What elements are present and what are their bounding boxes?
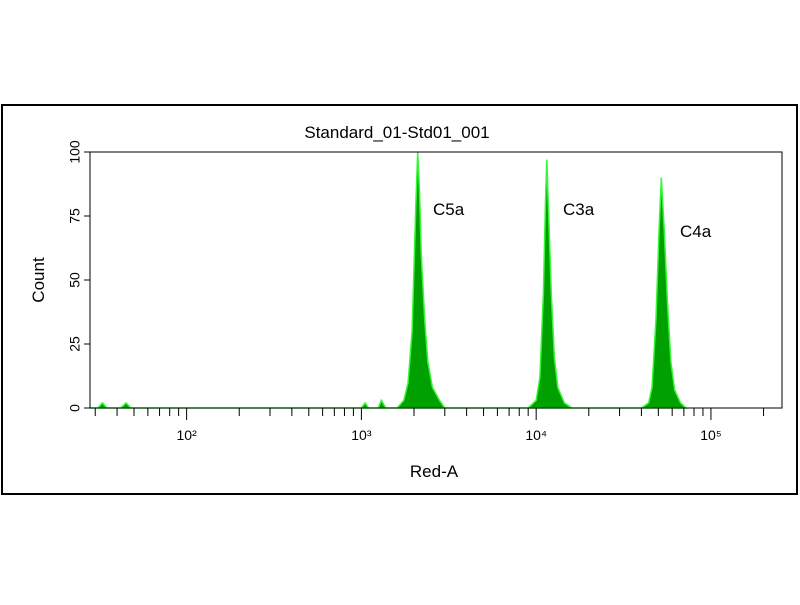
x-tick-label: 10⁴ — [525, 427, 547, 443]
y-axis-label: Count — [29, 257, 48, 303]
y-tick-label: 25 — [67, 336, 83, 352]
chart-title: Standard_01-Std01_001 — [304, 123, 489, 142]
histogram-area — [90, 151, 688, 409]
x-axis-label: Red-A — [410, 462, 459, 481]
x-tick-label: 10³ — [351, 427, 372, 443]
y-tick-label: 50 — [67, 272, 83, 288]
y-tick-label: 100 — [67, 140, 83, 164]
annotation: C5a — [433, 200, 465, 219]
y-tick-label: 0 — [67, 404, 83, 412]
frame — [1, 104, 798, 495]
annotation: C4a — [680, 222, 712, 241]
y-tick-label: 75 — [67, 208, 83, 224]
annotation: C3a — [563, 200, 595, 219]
x-tick-label: 10² — [177, 427, 198, 443]
x-tick-label: 10⁵ — [700, 427, 721, 443]
